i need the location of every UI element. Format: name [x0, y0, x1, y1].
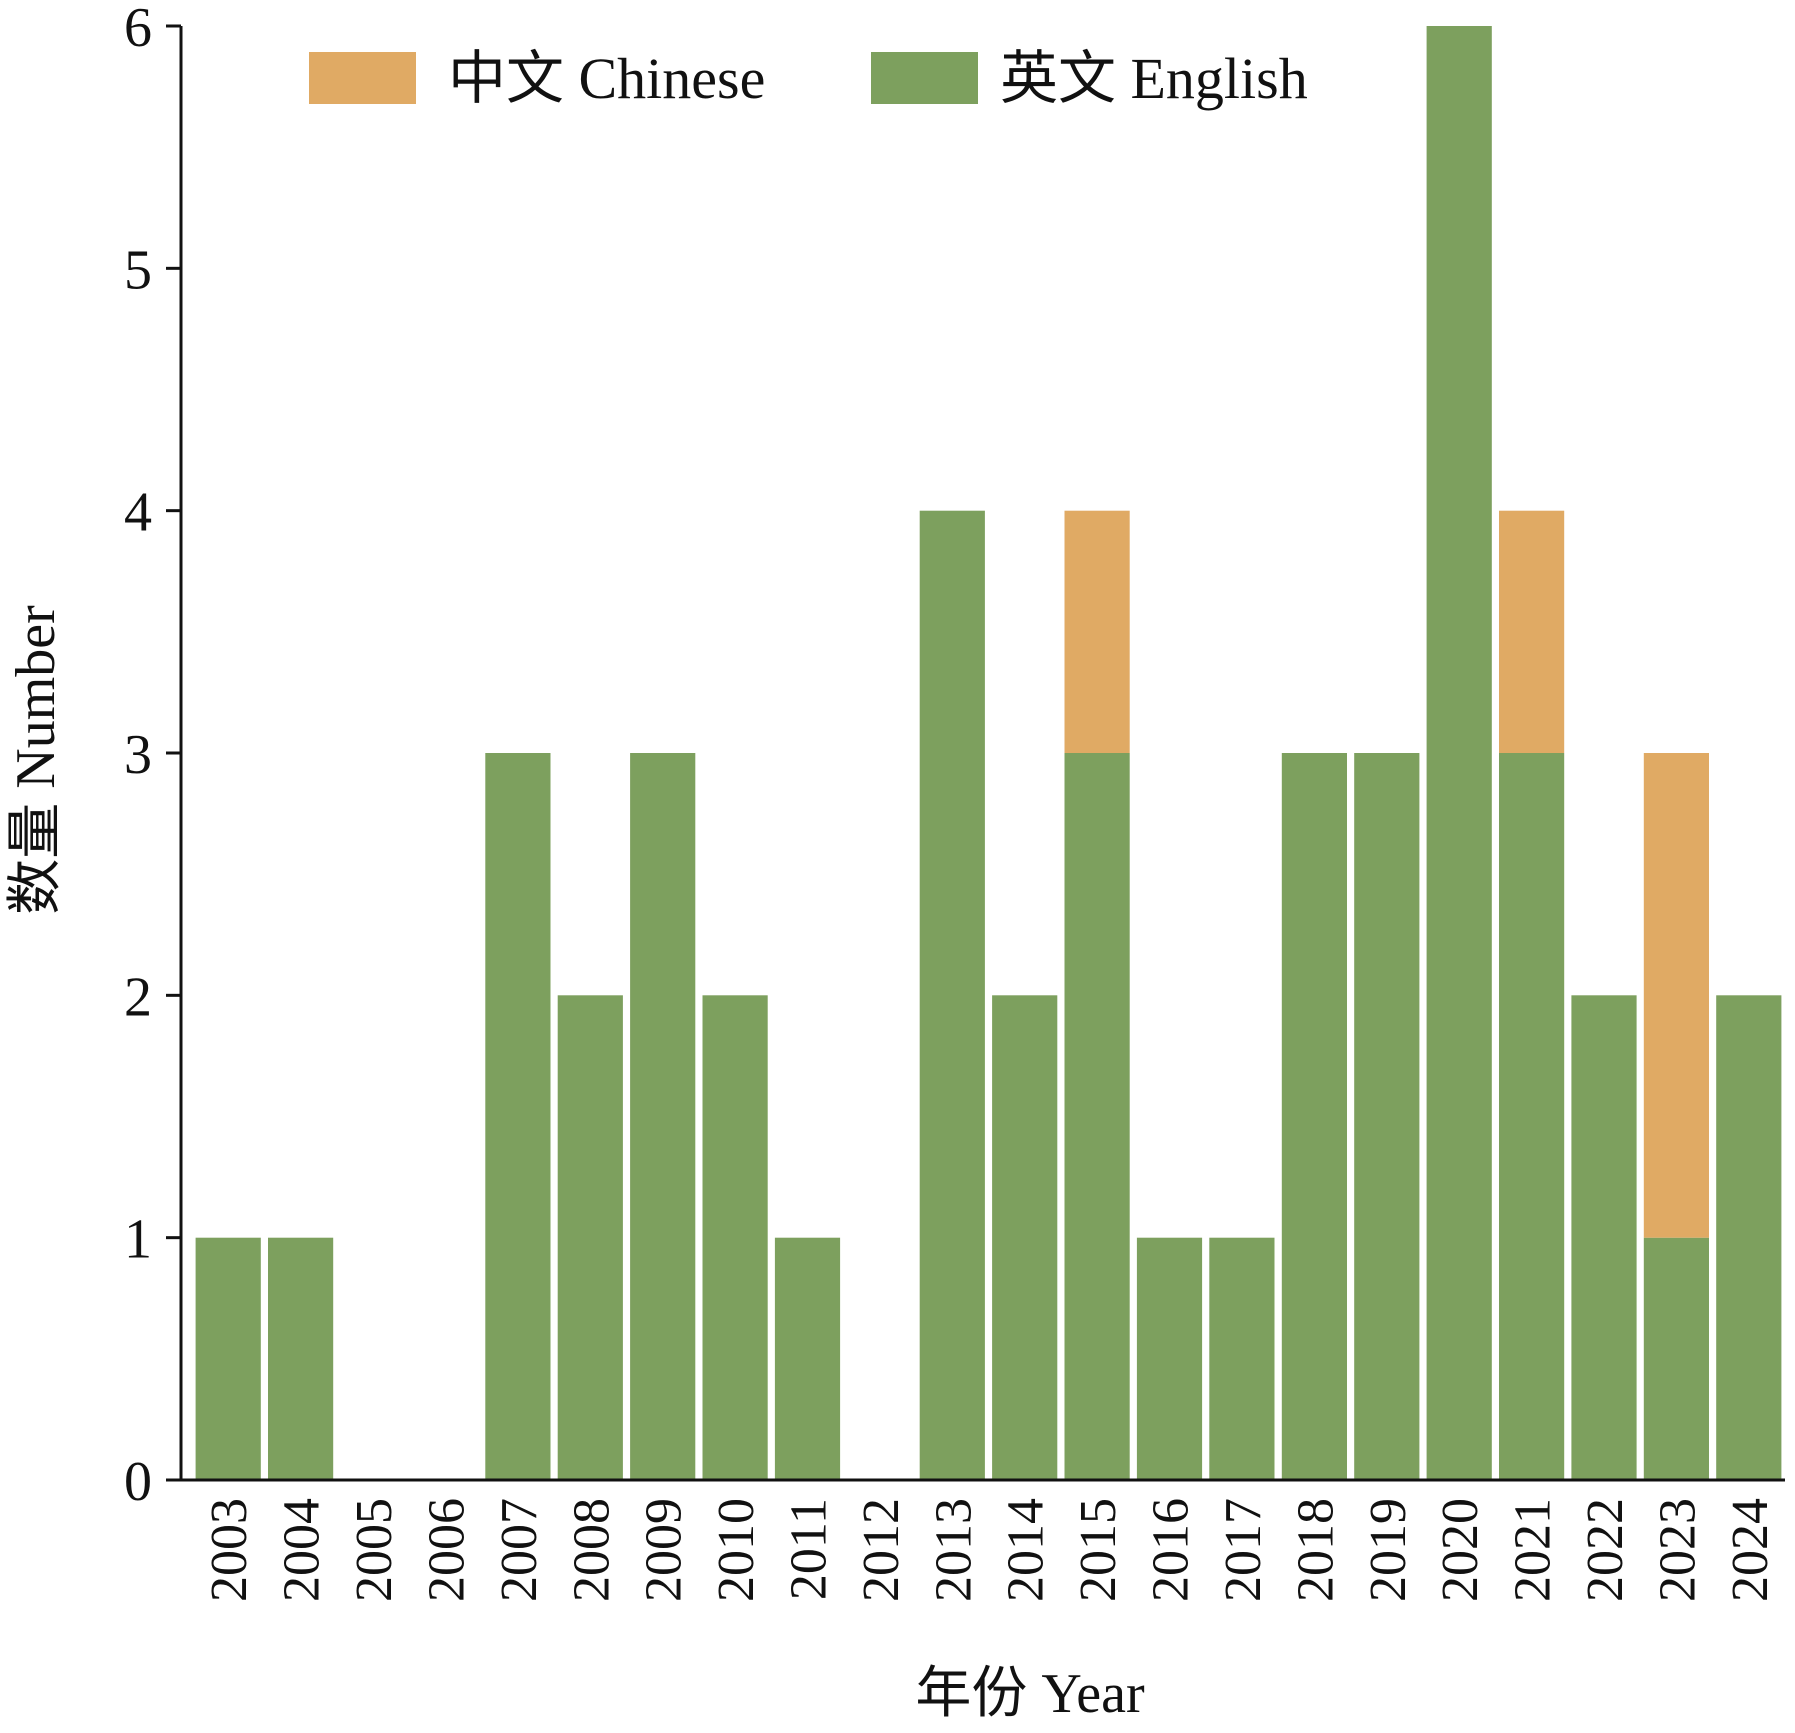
x-axis-label: 年份 Year	[915, 1663, 1145, 1725]
bar-2023-chinese	[1643, 753, 1709, 1238]
bar-2013-english	[919, 510, 985, 1480]
bar-2015-chinese	[1064, 510, 1130, 753]
legend-label-chinese: 中文 Chinese	[448, 46, 765, 111]
x-tick-label: 2018	[1287, 1498, 1344, 1602]
y-tick-label: 1	[124, 1209, 152, 1271]
bar-2016-english	[1136, 1237, 1203, 1480]
bar-2014-english	[992, 995, 1058, 1480]
x-tick-label: 2017	[1215, 1498, 1272, 1602]
bar-2017-english	[1209, 1237, 1275, 1480]
y-tick-label: 0	[124, 1451, 152, 1513]
x-tick-label: 2022	[1577, 1498, 1634, 1602]
bar-2022-english	[1571, 995, 1637, 1480]
x-tick-label: 2024	[1722, 1498, 1779, 1602]
x-tick-label: 2016	[1143, 1498, 1200, 1602]
bar-2020-english	[1426, 26, 1492, 1480]
y-axis-label: 数量 Number	[5, 605, 67, 915]
x-tick-label: 2005	[346, 1498, 403, 1602]
x-tick-label: 2011	[781, 1498, 838, 1600]
legend-swatch-chinese	[309, 52, 416, 104]
x-ticks: 2003 2004 2005 2006 2007 2008 2009 2010 2011 2012…	[201, 1498, 1779, 1602]
bar-2008-english	[557, 995, 623, 1480]
bar-2007-english	[485, 753, 551, 1480]
y-tick-label: 6	[124, 0, 152, 59]
x-tick-label: 2015	[1070, 1498, 1127, 1602]
y-tick-label: 4	[124, 482, 152, 544]
y-tick-label: 2	[124, 966, 152, 1028]
x-tick-label: 2004	[274, 1498, 331, 1602]
x-tick-label: 2013	[925, 1498, 982, 1602]
x-tick-label: 2008	[563, 1498, 620, 1602]
bar-2015-english	[1064, 753, 1130, 1480]
bar-2019-english	[1354, 753, 1420, 1480]
x-tick-label: 2003	[201, 1498, 258, 1602]
y-ticks: 0 1 2 3 4 5 6	[124, 0, 181, 1513]
x-tick-label: 2019	[1360, 1498, 1417, 1602]
x-tick-label: 2014	[998, 1498, 1055, 1602]
legend-label-english: 英文 English	[1000, 46, 1308, 111]
bar-2009-english	[630, 753, 696, 1480]
bar-2010-english	[702, 995, 768, 1480]
bar-2004-english	[268, 1237, 334, 1480]
bar-2024-english	[1716, 995, 1782, 1480]
bar-2021-english	[1499, 753, 1565, 1480]
x-tick-label: 2010	[708, 1498, 765, 1602]
bar-2021-chinese	[1499, 510, 1565, 753]
x-tick-label: 2006	[418, 1498, 475, 1602]
x-tick-label: 2012	[853, 1498, 910, 1602]
bar-2023-english	[1643, 1237, 1709, 1480]
y-tick-label: 3	[124, 724, 152, 786]
x-tick-label: 2020	[1432, 1498, 1489, 1602]
x-tick-label: 2021	[1505, 1498, 1562, 1602]
x-tick-label: 2009	[636, 1498, 693, 1602]
bar-2003-english	[195, 1237, 261, 1480]
y-tick-label: 5	[124, 239, 152, 301]
bars-layer	[195, 26, 1782, 1480]
bar-2018-english	[1281, 753, 1347, 1480]
legend: 中文 Chinese 英文 English	[309, 46, 1308, 111]
legend-swatch-english	[871, 52, 978, 104]
x-tick-label: 2007	[491, 1498, 548, 1602]
x-tick-label: 2023	[1649, 1498, 1706, 1602]
bar-2011-english	[774, 1237, 841, 1480]
